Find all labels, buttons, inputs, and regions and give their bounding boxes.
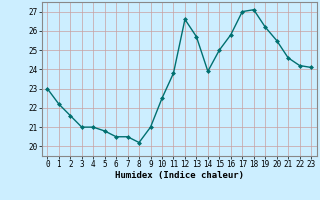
X-axis label: Humidex (Indice chaleur): Humidex (Indice chaleur) bbox=[115, 171, 244, 180]
